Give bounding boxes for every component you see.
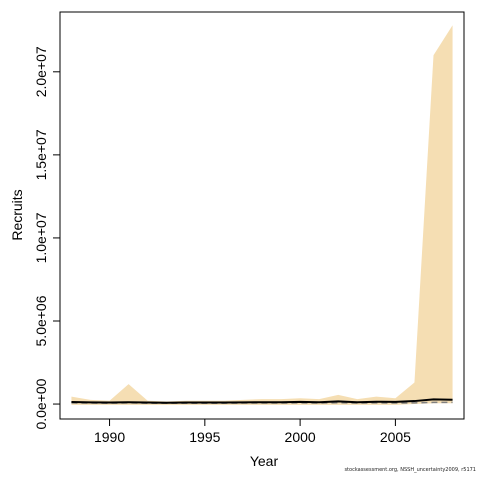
median-series-line	[71, 398, 453, 404]
y-tick-label: 5.0e+06	[33, 295, 49, 346]
confidence-band	[71, 25, 453, 405]
x-axis: 1990 1995 2000 2005	[94, 419, 411, 445]
y-axis: 0.0e+00 5.0e+06 1.0e+07 1.5e+07 2.0e+07	[33, 46, 60, 430]
y-tick-label: 1.5e+07	[33, 129, 49, 180]
x-axis-label: Year	[250, 453, 279, 469]
plot-layer	[71, 25, 453, 405]
y-tick-label: 1.0e+07	[33, 212, 49, 263]
x-tick-label: 1995	[189, 429, 220, 445]
x-tick-label: 2005	[380, 429, 411, 445]
y-tick-label: 2.0e+07	[33, 46, 49, 97]
y-axis-label: Recruits	[9, 189, 25, 240]
y-tick-label: 0.0e+00	[33, 378, 49, 429]
x-tick-label: 2000	[285, 429, 316, 445]
footer-credit: stockassessment.org, NSSH_uncertainty200…	[344, 467, 476, 473]
x-tick-label: 1990	[94, 429, 125, 445]
plot-frame	[59, 11, 465, 420]
